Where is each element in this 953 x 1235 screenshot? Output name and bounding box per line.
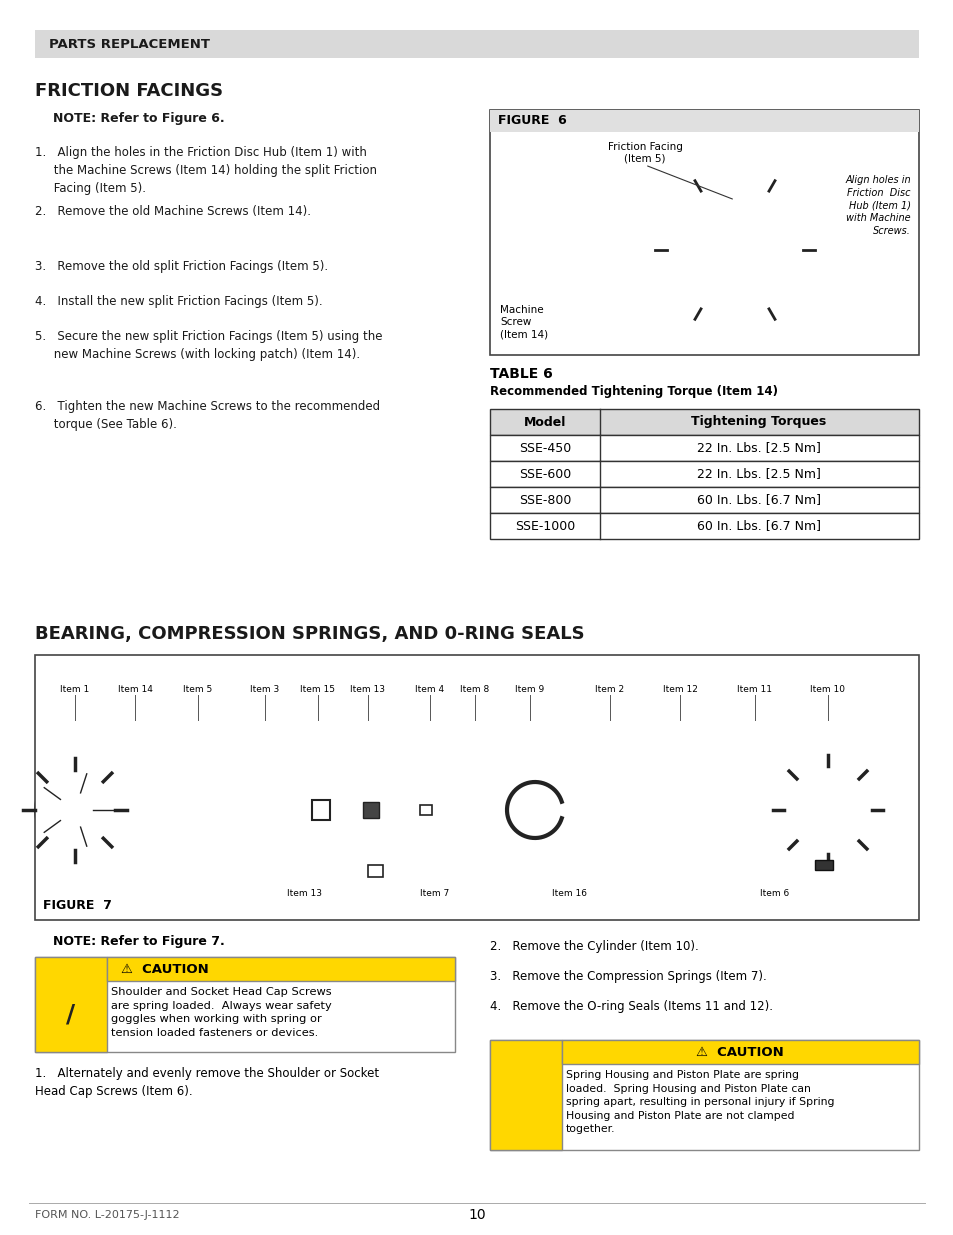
Text: ⚠  CAUTION: ⚠ CAUTION — [696, 1046, 783, 1058]
Text: Model: Model — [523, 415, 565, 429]
FancyBboxPatch shape — [107, 957, 455, 981]
Text: 2.   Remove the Cylinder (Item 10).: 2. Remove the Cylinder (Item 10). — [490, 940, 698, 953]
FancyBboxPatch shape — [490, 461, 918, 487]
Circle shape — [63, 990, 79, 1007]
Text: FIGURE  6: FIGURE 6 — [497, 115, 566, 127]
Text: 60 In. Lbs. [6.7 Nm]: 60 In. Lbs. [6.7 Nm] — [697, 520, 821, 532]
FancyBboxPatch shape — [490, 487, 918, 513]
Text: Item 1: Item 1 — [60, 685, 90, 694]
Text: 60 In. Lbs. [6.7 Nm]: 60 In. Lbs. [6.7 Nm] — [697, 494, 821, 506]
Polygon shape — [45, 976, 97, 1023]
Text: FORM NO. L-20175-J-1112: FORM NO. L-20175-J-1112 — [35, 1210, 179, 1220]
Text: Item 14: Item 14 — [117, 685, 152, 694]
Text: SSE-450: SSE-450 — [518, 441, 571, 454]
FancyBboxPatch shape — [35, 655, 918, 920]
Text: NOTE: Refer to Figure 7.: NOTE: Refer to Figure 7. — [53, 935, 225, 948]
FancyBboxPatch shape — [490, 110, 918, 354]
FancyBboxPatch shape — [490, 513, 918, 538]
Text: FRICTION FACINGS: FRICTION FACINGS — [35, 82, 223, 100]
Text: Item 12: Item 12 — [662, 685, 697, 694]
Text: Item 11: Item 11 — [737, 685, 772, 694]
Text: NOTE: Refer to Figure 6.: NOTE: Refer to Figure 6. — [53, 112, 224, 125]
Text: 5.   Secure the new split Friction Facings (Item 5) using the
     new Machine S: 5. Secure the new split Friction Facings… — [35, 330, 382, 361]
Text: Item 9: Item 9 — [515, 685, 544, 694]
Text: BEARING, COMPRESSION SPRINGS, AND 0-RING SEALS: BEARING, COMPRESSION SPRINGS, AND 0-RING… — [35, 625, 584, 643]
Text: TABLE 6: TABLE 6 — [490, 367, 552, 382]
Text: /: / — [67, 1002, 75, 1026]
Text: Friction Facing
(Item 5): Friction Facing (Item 5) — [607, 142, 681, 163]
Text: Item 13: Item 13 — [350, 685, 385, 694]
FancyBboxPatch shape — [490, 409, 918, 435]
Text: FIGURE  7: FIGURE 7 — [43, 899, 112, 911]
Text: Item 16: Item 16 — [552, 889, 587, 898]
Text: Item 8: Item 8 — [460, 685, 489, 694]
FancyBboxPatch shape — [419, 805, 432, 815]
FancyBboxPatch shape — [35, 957, 455, 1052]
Text: Item 4: Item 4 — [415, 685, 444, 694]
Text: 4.   Remove the O-ring Seals (Items 11 and 12).: 4. Remove the O-ring Seals (Items 11 and… — [490, 1000, 772, 1013]
Text: 1.   Alternately and evenly remove the Shoulder or Socket
Head Cap Screws (Item : 1. Alternately and evenly remove the Sho… — [35, 1067, 378, 1098]
Circle shape — [481, 862, 497, 878]
Circle shape — [517, 1078, 535, 1095]
Text: Item 13: Item 13 — [287, 889, 322, 898]
FancyBboxPatch shape — [312, 800, 330, 820]
Circle shape — [109, 802, 117, 809]
Text: 1.   Align the holes in the Friction Disc Hub (Item 1) with
     the Machine Scr: 1. Align the holes in the Friction Disc … — [35, 146, 376, 195]
FancyBboxPatch shape — [368, 864, 382, 877]
FancyBboxPatch shape — [561, 1040, 918, 1065]
Text: SSE-600: SSE-600 — [518, 468, 571, 480]
Text: Machine
Screw
(Item 14): Machine Screw (Item 14) — [499, 305, 548, 340]
Text: Item 7: Item 7 — [420, 889, 449, 898]
Text: 10: 10 — [468, 1208, 485, 1221]
Text: Recommended Tightening Torque (Item 14): Recommended Tightening Torque (Item 14) — [490, 385, 778, 398]
Circle shape — [427, 867, 442, 883]
FancyBboxPatch shape — [490, 110, 918, 132]
Text: 6.   Tighten the new Machine Screws to the recommended
     torque (See Table 6): 6. Tighten the new Machine Screws to the… — [35, 400, 379, 431]
Text: ⚠  CAUTION: ⚠ CAUTION — [121, 962, 209, 976]
Polygon shape — [497, 1065, 554, 1115]
Text: 3.   Remove the Compression Springs (Item 7).: 3. Remove the Compression Springs (Item … — [490, 969, 766, 983]
Text: SSE-800: SSE-800 — [518, 494, 571, 506]
Text: 22 In. Lbs. [2.5 Nm]: 22 In. Lbs. [2.5 Nm] — [697, 441, 821, 454]
Text: 2.   Remove the old Machine Screws (Item 14).: 2. Remove the old Machine Screws (Item 1… — [35, 205, 311, 219]
FancyBboxPatch shape — [490, 435, 918, 461]
Text: Tightening Torques: Tightening Torques — [691, 415, 825, 429]
Circle shape — [646, 832, 657, 844]
Text: Align holes in
Friction  Disc
Hub (Item 1)
with Machine
Screws.: Align holes in Friction Disc Hub (Item 1… — [844, 175, 910, 236]
Text: 4.   Install the new split Friction Facings (Item 5).: 4. Install the new split Friction Facing… — [35, 295, 322, 308]
Text: Item 6: Item 6 — [760, 889, 789, 898]
Circle shape — [563, 853, 576, 866]
FancyBboxPatch shape — [35, 30, 918, 58]
Circle shape — [868, 835, 878, 845]
Text: Item 2: Item 2 — [595, 685, 624, 694]
FancyBboxPatch shape — [490, 1040, 561, 1150]
Text: 22 In. Lbs. [2.5 Nm]: 22 In. Lbs. [2.5 Nm] — [697, 468, 821, 480]
Text: Spring Housing and Piston Plate are spring
loaded.  Spring Housing and Piston Pl: Spring Housing and Piston Plate are spri… — [565, 1070, 834, 1135]
Text: 3.   Remove the old split Friction Facings (Item 5).: 3. Remove the old split Friction Facings… — [35, 261, 328, 273]
Text: Item 15: Item 15 — [300, 685, 335, 694]
FancyBboxPatch shape — [363, 802, 378, 818]
Text: Item 10: Item 10 — [810, 685, 844, 694]
Circle shape — [452, 782, 507, 839]
Text: Item 5: Item 5 — [183, 685, 213, 694]
Circle shape — [437, 768, 521, 852]
Text: Shoulder and Socket Head Cap Screws
are spring loaded.  Always wear safety
goggl: Shoulder and Socket Head Cap Screws are … — [111, 987, 332, 1037]
FancyBboxPatch shape — [490, 1040, 918, 1150]
Text: SSE-1000: SSE-1000 — [515, 520, 575, 532]
Text: Item 3: Item 3 — [250, 685, 279, 694]
FancyBboxPatch shape — [35, 957, 107, 1052]
Circle shape — [70, 805, 80, 815]
FancyBboxPatch shape — [814, 860, 832, 869]
Text: PARTS REPLACEMENT: PARTS REPLACEMENT — [49, 37, 210, 51]
